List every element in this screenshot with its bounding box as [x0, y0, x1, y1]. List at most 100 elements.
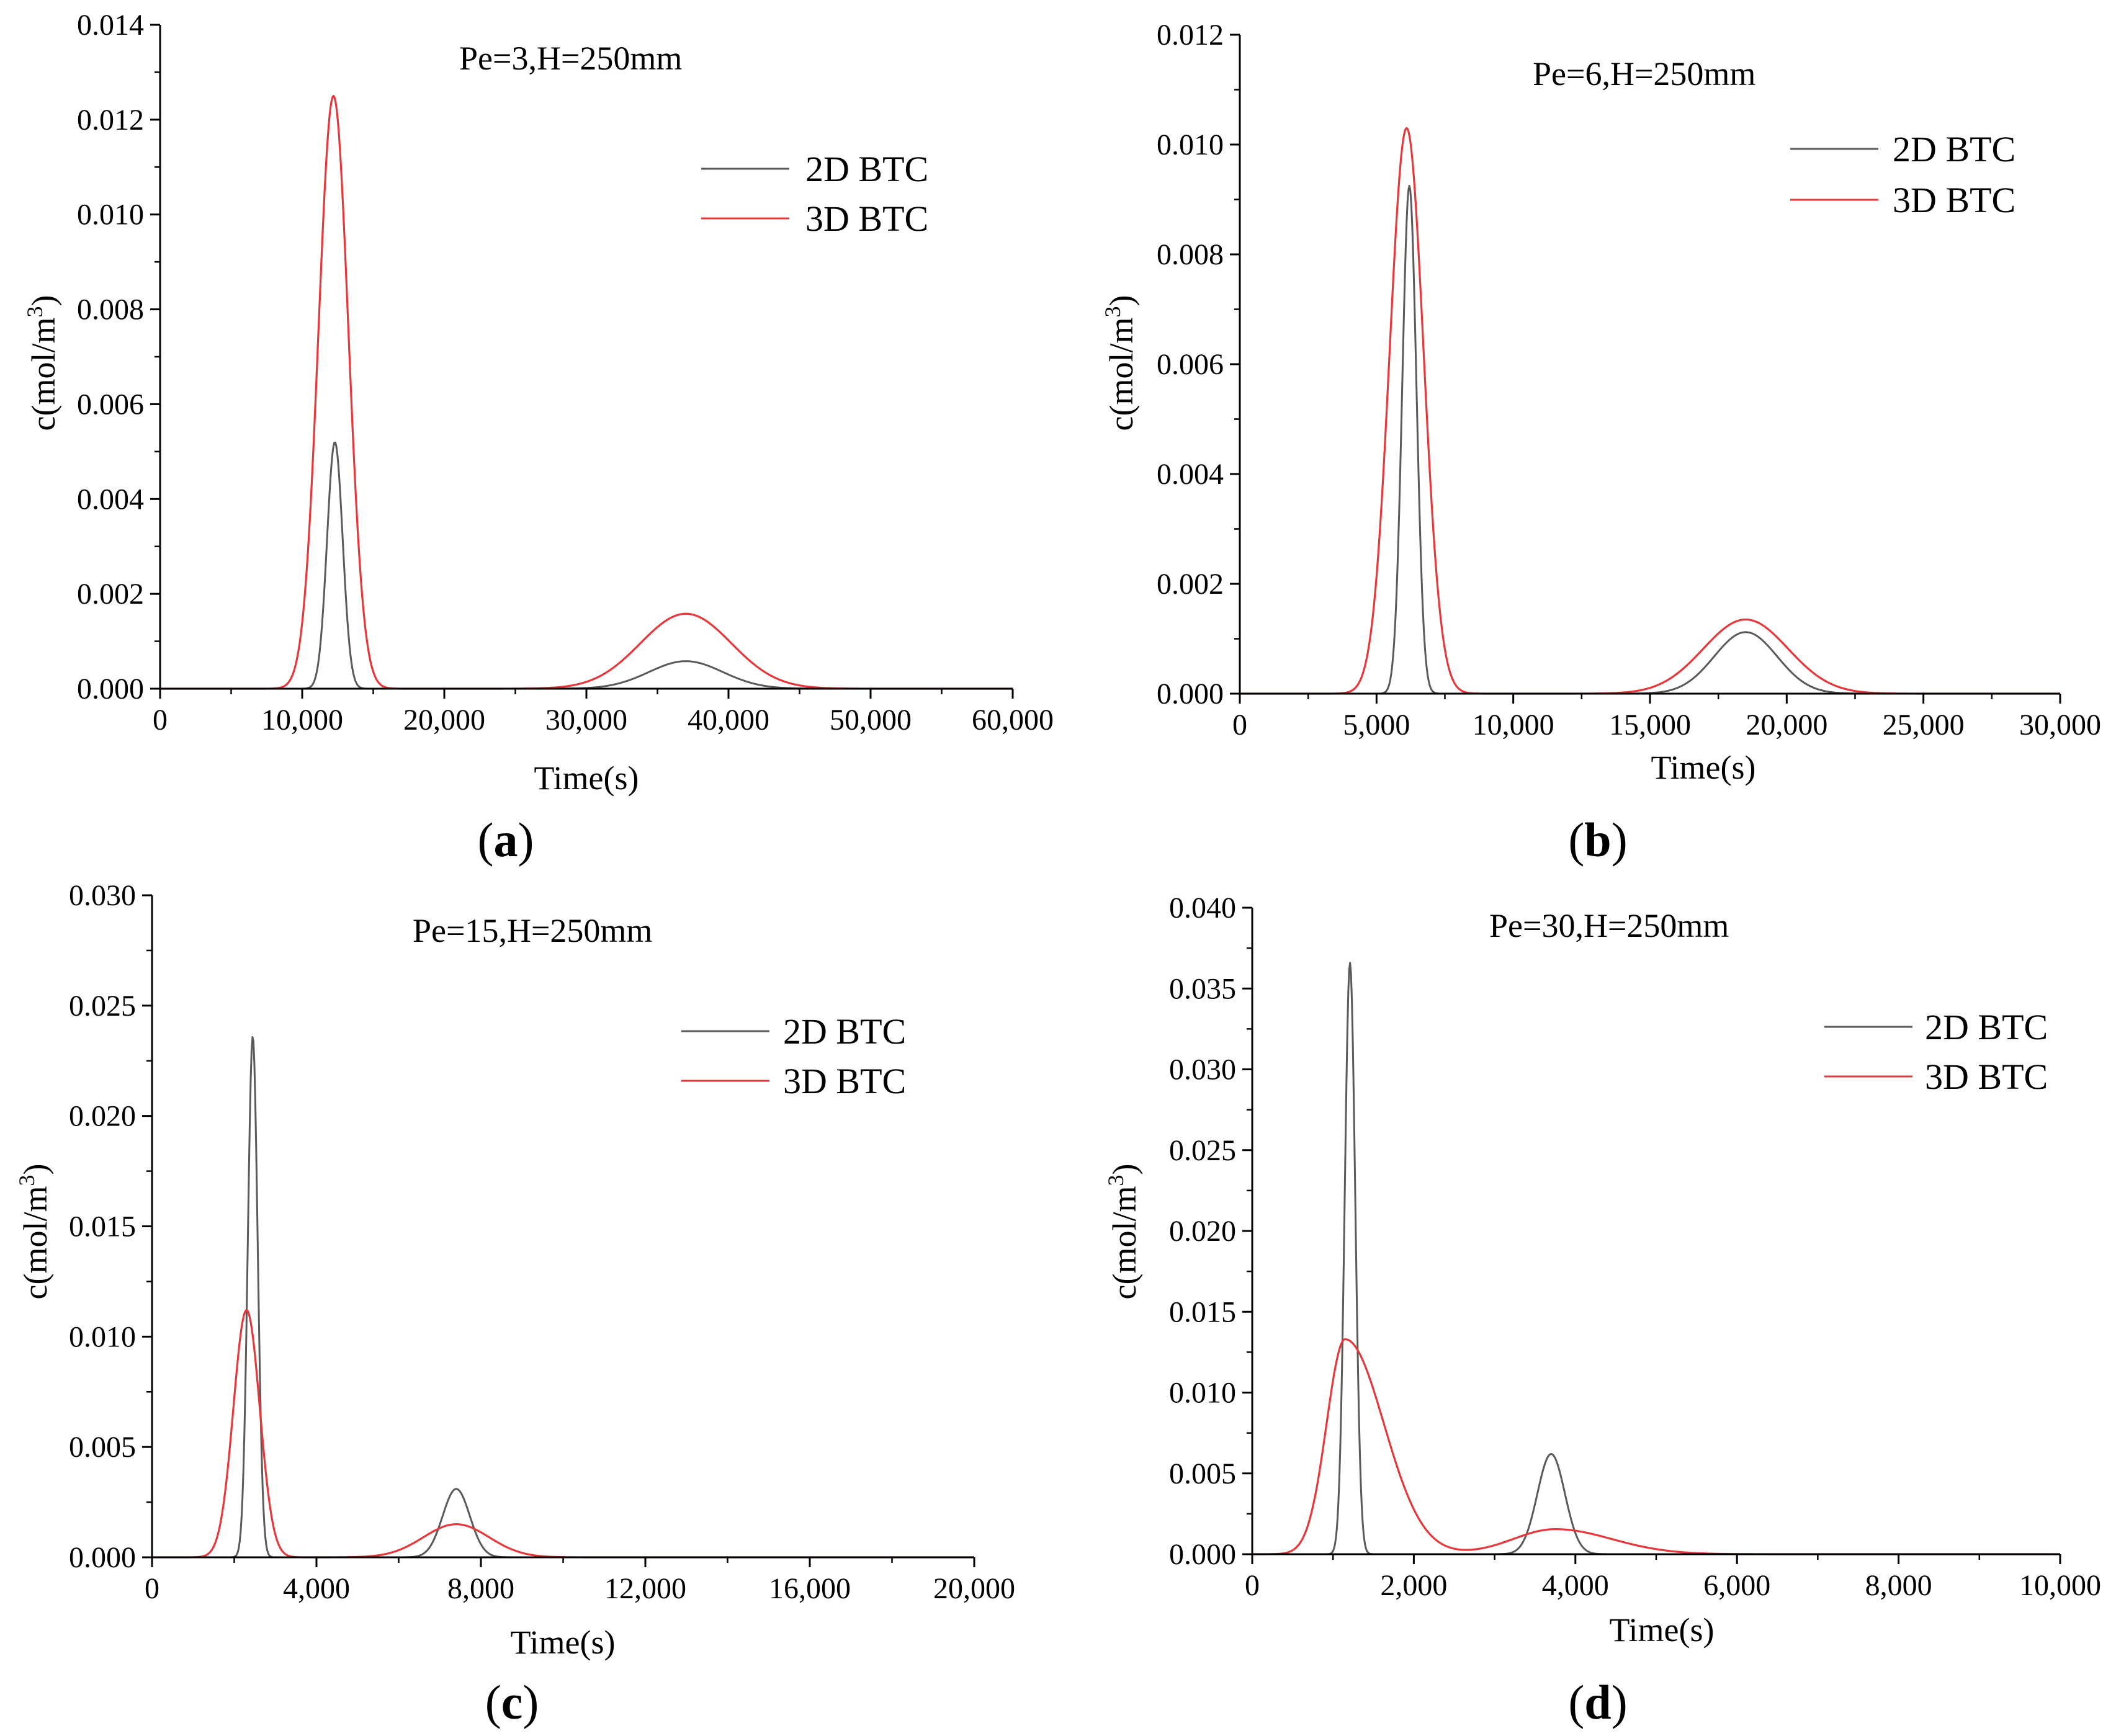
x-tick-label-a: 50,000 [830, 704, 912, 736]
series-line-d-2d [1252, 962, 2061, 1555]
x-tick-label-c: 16,000 [769, 1572, 851, 1605]
panel-a-annotation: Pe=3,H=250mm [459, 40, 682, 77]
x-tick-label-c: 0 [145, 1572, 159, 1605]
y-tick-label-d: 0.005 [1169, 1457, 1236, 1490]
panel-a-y-axis-title: c(mol/m3) [22, 295, 62, 431]
panel-b-label: (b) [1568, 813, 1627, 867]
chart-panel-d: 0.000 0.005 0.010 0.015 0.020 0.025 0.030 0.035… [1103, 892, 2101, 1729]
y-tick-label-a: 0.012 [77, 104, 144, 136]
y-tick-label-d: 0.040 [1169, 892, 1236, 924]
chart-panel-b: 0.000 0.002 0.004 0.006 0.008 0.010 0.012 0 5,00… [1100, 19, 2101, 867]
x-tick-label-d: 2,000 [1380, 1569, 1447, 1602]
series-line-d-3d [1252, 1338, 2061, 1555]
y-tick-label-c: 0.010 [69, 1320, 136, 1353]
x-tick-label-b: 20,000 [1746, 709, 1827, 741]
x-tick-label-d: 10,000 [2019, 1569, 2101, 1602]
y-tick-label-d: 0.010 [1169, 1377, 1236, 1410]
y-tick-label-c: 0.005 [69, 1431, 136, 1464]
ticks-c: 0.000 0.005 0.010 0.015 0.020 0.025 0.030 0 4,00… [69, 879, 1015, 1605]
series-line-c-2d [151, 1036, 975, 1559]
y-tick-label-b: 0.012 [1157, 19, 1224, 51]
legend-c: 2D BTC 3D BTC [681, 1011, 906, 1101]
x-tick-label-c: 20,000 [933, 1572, 1015, 1605]
y-tick-label-a: 0.002 [77, 578, 144, 611]
y-tick-label-a: 0.006 [77, 388, 144, 421]
y-tick-label-c: 0.020 [69, 1100, 136, 1133]
plot-lines-c [151, 1036, 975, 1559]
y-tick-label-c: 0.000 [69, 1541, 136, 1574]
panel-d-y-axis-title: c(mol/m3) [1103, 1164, 1143, 1300]
legend-a: 2D BTC 3D BTC [701, 149, 928, 239]
x-tick-label-b: 30,000 [2019, 709, 2101, 741]
y-tick-label-d: 0.035 [1169, 972, 1236, 1005]
y-tick-label-a: 0.008 [77, 293, 144, 326]
series-line-c-3d [151, 1309, 975, 1559]
y-tick-label-d: 0.000 [1169, 1538, 1236, 1571]
ticks-a: 0.000 0.002 0.004 0.006 0.008 0.010 0.012 0.014… [77, 9, 1054, 736]
legend-a-label-3d: 3D BTC [805, 199, 928, 239]
series-line-b-2d [1239, 184, 2061, 695]
y-tick-label-b: 0.002 [1157, 568, 1224, 601]
panel-b-annotation: Pe=6,H=250mm [1533, 55, 1755, 92]
legend-b: 2D BTC 3D BTC [1790, 129, 2015, 220]
plot-lines-d [1252, 962, 2061, 1555]
panel-a-x-axis-title: Time(s) [534, 759, 639, 797]
x-tick-label-c: 4,000 [283, 1572, 350, 1605]
legend-d: 2D BTC 3D BTC [1824, 1007, 2048, 1097]
panel-d-x-axis-title: Time(s) [1609, 1611, 1714, 1649]
ticks-b: 0.000 0.002 0.004 0.006 0.008 0.010 0.012 0 5,00… [1157, 19, 2101, 741]
x-tick-label-d: 6,000 [1703, 1569, 1770, 1602]
y-tick-label-c: 0.030 [69, 879, 136, 912]
y-tick-label-b: 0.008 [1157, 238, 1224, 271]
y-tick-label-c: 0.015 [69, 1210, 136, 1243]
y-tick-label-b: 0.006 [1157, 348, 1224, 381]
y-tick-label-d: 0.030 [1169, 1054, 1236, 1086]
x-tick-label-a: 30,000 [545, 704, 627, 736]
chart-panel-a: 0.000 0.002 0.004 0.006 0.008 0.010 0.012 0.014… [22, 9, 1054, 867]
legend-b-label-3d: 3D BTC [1893, 180, 2015, 220]
x-tick-label-b: 15,000 [1609, 709, 1691, 741]
axes-d [1251, 908, 2060, 1555]
y-tick-label-a: 0.010 [77, 199, 144, 231]
x-tick-label-a: 20,000 [403, 704, 485, 736]
legend-b-label-2d: 2D BTC [1893, 129, 2015, 169]
x-tick-label-b: 10,000 [1473, 709, 1554, 741]
panel-b-y-axis-title: c(mol/m3) [1100, 295, 1140, 431]
panel-d-annotation: Pe=30,H=250mm [1489, 907, 1729, 944]
x-tick-label-a: 60,000 [972, 704, 1054, 736]
panel-c-y-axis-title: c(mol/m3) [14, 1164, 54, 1300]
x-tick-label-d: 8,000 [1865, 1569, 1932, 1602]
y-tick-label-a: 0.014 [77, 9, 144, 42]
x-tick-label-d: 0 [1245, 1569, 1260, 1602]
panel-a-label: (a) [478, 813, 534, 867]
y-tick-label-b: 0.004 [1157, 458, 1224, 491]
y-tick-label-b: 0.000 [1157, 678, 1224, 710]
x-tick-label-a: 10,000 [261, 704, 343, 736]
x-tick-label-b: 25,000 [1883, 709, 1965, 741]
panel-c-x-axis-title: Time(s) [510, 1624, 615, 1661]
ticks-d: 0.000 0.005 0.010 0.015 0.020 0.025 0.030 0.035… [1169, 892, 2101, 1602]
series-line-a-2d [160, 441, 1013, 690]
x-tick-label-a: 0 [153, 704, 168, 736]
x-tick-label-b: 0 [1232, 709, 1247, 741]
x-tick-label-b: 5,000 [1343, 709, 1410, 741]
legend-d-label-3d: 3D BTC [1925, 1057, 2048, 1097]
panel-b-x-axis-title: Time(s) [1651, 749, 1755, 786]
panel-c-annotation: Pe=15,H=250mm [413, 912, 652, 949]
y-tick-label-d: 0.025 [1169, 1134, 1236, 1167]
axes-a [159, 25, 1013, 690]
chart-panel-c: 0.000 0.005 0.010 0.015 0.020 0.025 0.030 0 4,00… [14, 879, 1015, 1729]
x-tick-label-c: 8,000 [447, 1572, 514, 1605]
x-tick-label-c: 12,000 [604, 1572, 686, 1605]
axes-c [151, 895, 974, 1559]
x-tick-label-d: 4,000 [1542, 1569, 1609, 1602]
y-tick-label-c: 0.025 [69, 990, 136, 1022]
panel-d-label: (d) [1568, 1675, 1627, 1729]
legend-a-label-2d: 2D BTC [805, 149, 928, 189]
x-tick-label-a: 40,000 [688, 704, 769, 736]
legend-c-label-2d: 2D BTC [783, 1011, 906, 1052]
legend-d-label-2d: 2D BTC [1925, 1007, 2048, 1047]
y-tick-label-b: 0.010 [1157, 128, 1224, 161]
y-tick-label-d: 0.020 [1169, 1215, 1236, 1248]
